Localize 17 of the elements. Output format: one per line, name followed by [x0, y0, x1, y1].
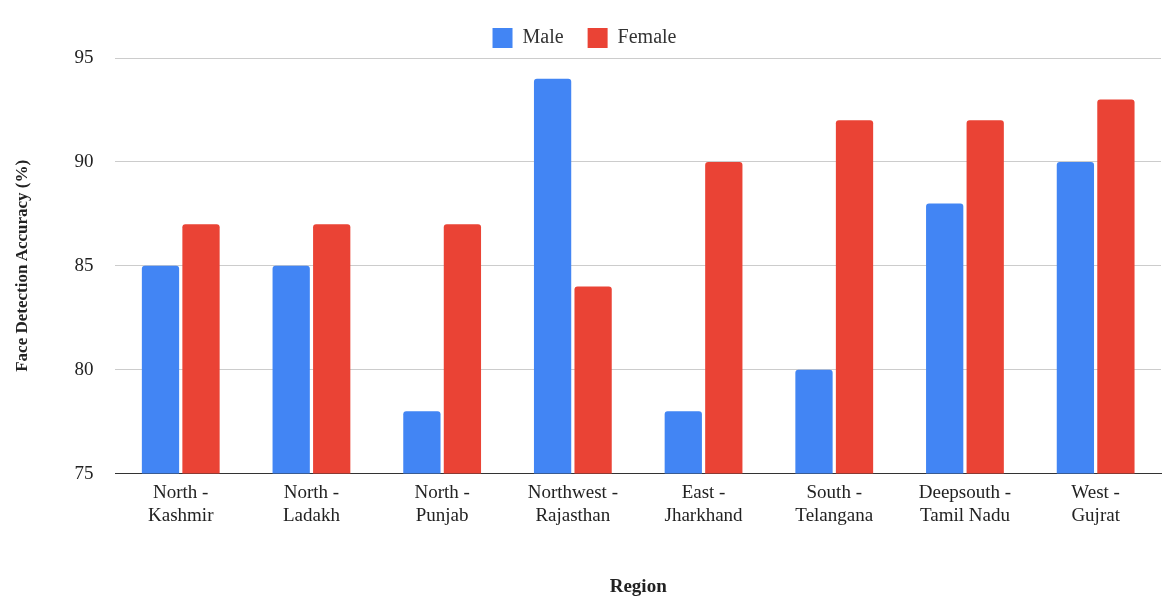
x-axis-title: Region: [609, 574, 668, 596]
x-tick-label: North - Kashmir: [148, 480, 215, 525]
x-tick-label: East - Jharkhand: [664, 480, 744, 525]
y-tick-label: 75: [74, 461, 94, 483]
x-tick-label: West - Gujrat: [1071, 480, 1121, 525]
x-tick-label: North - Punjab: [414, 480, 470, 525]
x-tick-label: North - Ladakh: [282, 480, 341, 525]
x-tick-label: South - Telangana: [795, 480, 874, 525]
y-tick-label: 95: [74, 45, 94, 67]
x-tick-label: Northwest - Rajasthan: [527, 480, 618, 525]
y-tick-label: 80: [74, 357, 94, 379]
legend-label: Male: [522, 25, 564, 48]
legend-label: Female: [617, 25, 677, 48]
y-axis-title: Face Detection Accuracy (%): [11, 159, 31, 372]
x-tick-label: Deepsouth - Tamil Nadu: [918, 480, 1012, 525]
y-tick-label: 90: [74, 149, 94, 171]
y-tick-label: 85: [74, 253, 94, 275]
